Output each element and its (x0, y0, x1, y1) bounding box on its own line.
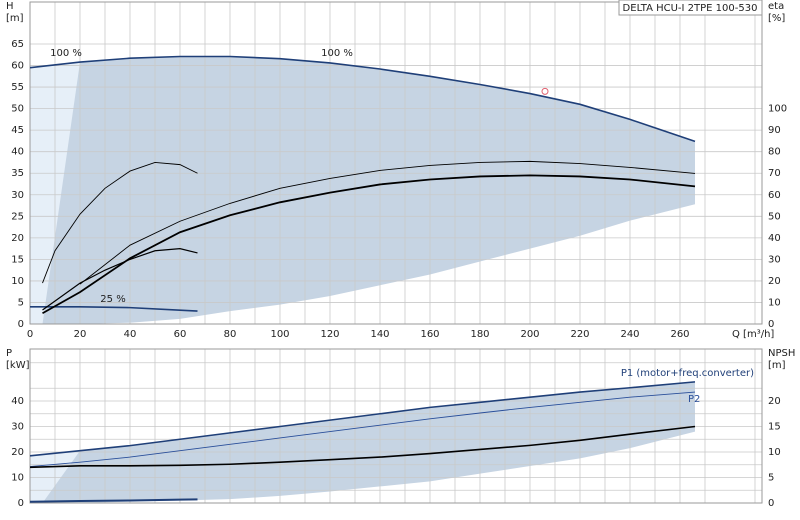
curve (29, 425, 696, 469)
y2-tick-label: 10 (768, 297, 781, 308)
y-tick-label: 60 (11, 61, 24, 72)
y-tick-label: 45 (11, 125, 24, 136)
y2-tick-label: 80 (768, 147, 781, 158)
y-tick-label: 50 (11, 104, 24, 115)
y-axis-label: H (6, 1, 14, 12)
y-axis-label: [m] (6, 13, 24, 24)
y2-tick-label: 50 (768, 211, 781, 222)
y2-tick-label: 20 (768, 396, 781, 407)
y-tick-label: 20 (11, 447, 24, 458)
y2-tick-label: 100 (768, 104, 787, 115)
x-tick-label: 80 (224, 329, 237, 340)
operating-area (42, 56, 695, 324)
x-tick-label: 20 (74, 329, 87, 340)
y2-tick-label: 90 (768, 125, 781, 136)
x-tick-label: 200 (520, 329, 539, 340)
x-tick-label: 100 (270, 329, 289, 340)
y-tick-label: 15 (11, 254, 24, 265)
y2-tick-label: 0 (768, 319, 774, 330)
y-tick-label: 30 (11, 190, 24, 201)
y-tick-label: 35 (11, 168, 24, 179)
y-axis-label: P (6, 348, 12, 359)
chart-title: DELTA HCU-I 2TPE 100-530 (623, 3, 758, 14)
y2-axis-label: [m] (768, 360, 786, 371)
curve (29, 391, 696, 467)
curve (30, 305, 198, 312)
y-tick-label: 5 (18, 297, 24, 308)
x-tick-label: 40 (124, 329, 137, 340)
y2-axis-label: [%] (768, 13, 785, 24)
y-tick-label: 0 (18, 319, 24, 330)
x-tick-label: 180 (470, 329, 489, 340)
y2-tick-label: 0 (768, 498, 774, 509)
y2-axis-label: eta (768, 1, 784, 12)
plot-frame (29, 1, 763, 325)
x-tick-label: 140 (370, 329, 389, 340)
y-tick-label: 25 (11, 211, 24, 222)
y2-tick-label: 15 (768, 422, 781, 433)
y-tick-label: 30 (11, 422, 24, 433)
curve (42, 162, 198, 284)
legend-label: P1 (motor+freq.converter) (621, 368, 754, 379)
x-tick-label: 120 (320, 329, 339, 340)
title-box (618, 0, 763, 16)
x-tick-label: 260 (670, 329, 689, 340)
y2-tick-label: 40 (768, 233, 781, 244)
x-axis-label: Q [m³/h] (732, 329, 774, 340)
x-tick-label: 220 (570, 329, 589, 340)
y-axis-label: [kW] (6, 360, 30, 371)
plot-frame (29, 348, 763, 504)
curve (29, 381, 696, 457)
y2-tick-label: 70 (768, 168, 781, 179)
curve (42, 174, 696, 315)
y-tick-label: 55 (11, 82, 24, 93)
y-tick-label: 40 (11, 147, 24, 158)
y-tick-label: 20 (11, 233, 24, 244)
curve (29, 55, 696, 143)
y-tick-label: 10 (11, 276, 24, 287)
y2-tick-label: 30 (768, 254, 781, 265)
y2-tick-label: 10 (768, 447, 781, 458)
y2-tick-label: 60 (768, 190, 781, 201)
x-tick-label: 60 (174, 329, 187, 340)
annotation: 100 % (50, 48, 82, 59)
y-tick-label: 65 (11, 39, 24, 50)
annotation: 100 % (321, 48, 353, 59)
y-tick-label: 10 (11, 473, 24, 484)
curve (79, 160, 696, 285)
curve (42, 248, 198, 311)
x-tick-label: 160 (420, 329, 439, 340)
operating-point (541, 87, 549, 95)
operating-area (42, 381, 695, 503)
x-tick-label: 0 (27, 329, 33, 340)
y-tick-label: 0 (18, 498, 24, 509)
y2-tick-label: 5 (768, 473, 774, 484)
annotation: 25 % (100, 294, 125, 305)
y2-tick-label: 20 (768, 276, 781, 287)
legend-label: P2 (688, 394, 700, 405)
x-tick-label: 240 (620, 329, 639, 340)
y-tick-label: 40 (11, 396, 24, 407)
y2-axis-label: NPSH (768, 348, 795, 359)
curve (29, 498, 198, 503)
